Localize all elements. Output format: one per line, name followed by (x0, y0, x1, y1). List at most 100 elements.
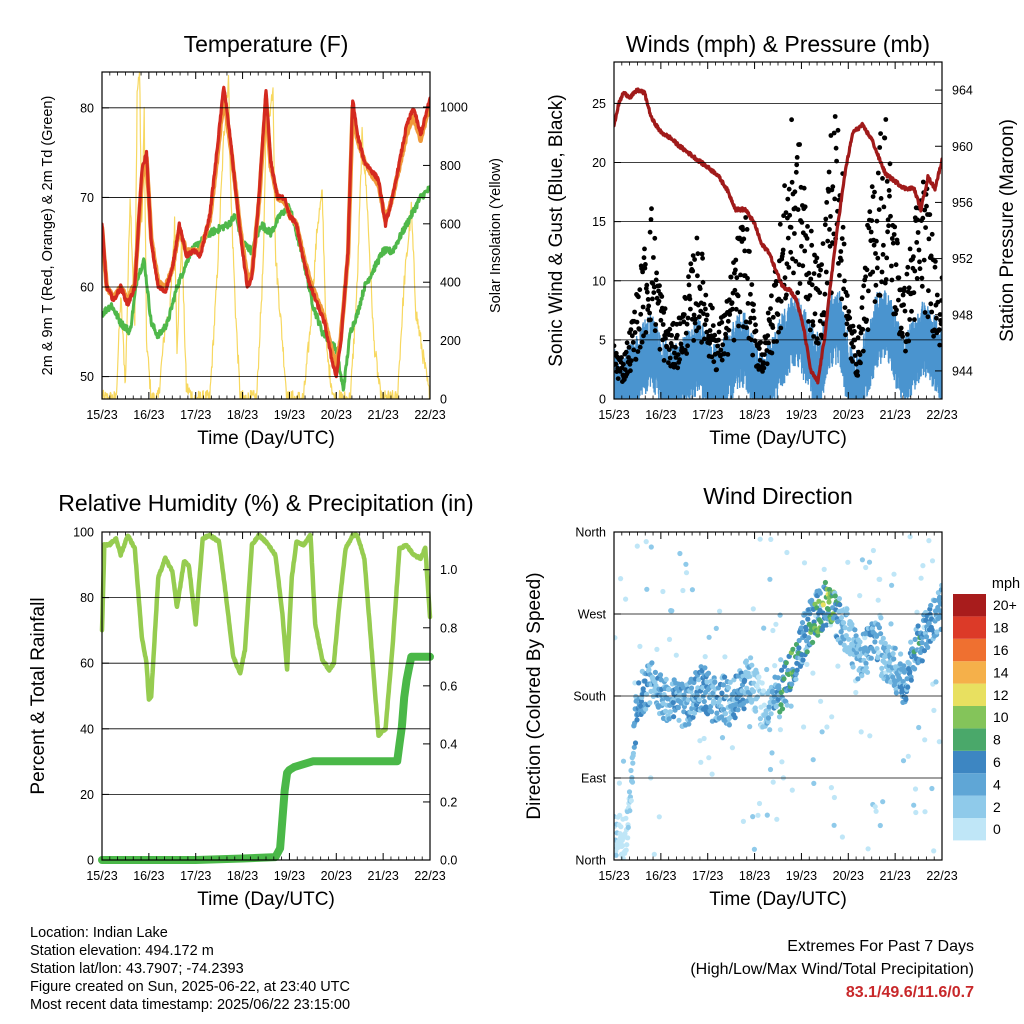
gust-point (874, 218, 880, 224)
gust-point (804, 236, 810, 241)
gust-point (694, 235, 700, 241)
winds-title: Winds (mph) & Pressure (mb) (626, 31, 930, 57)
gust-point (643, 262, 648, 267)
direction-point (726, 722, 733, 728)
direction-xtick-label: 16/23 (645, 869, 676, 883)
gust-point (686, 282, 692, 288)
gust-point (920, 179, 926, 185)
direction-xtick-label: 19/23 (786, 869, 817, 883)
direction-point (784, 549, 790, 556)
direction-point (908, 639, 914, 645)
gust-point (667, 326, 673, 332)
gust-point (699, 251, 705, 257)
gust-point (912, 317, 917, 322)
direction-point (770, 627, 776, 634)
gust-point (644, 282, 650, 288)
direction-point (912, 636, 918, 643)
gust-point (785, 196, 791, 202)
direction-point (624, 842, 630, 848)
gust-point (858, 360, 863, 366)
gust-point (882, 280, 888, 286)
direction-point (636, 680, 642, 686)
gust-point (687, 296, 693, 302)
gust-point (850, 359, 855, 364)
direction-point (663, 708, 669, 714)
gust-point (709, 354, 715, 360)
gust-point (635, 349, 641, 354)
temperature-ylabel-left: 2m & 9m T (Red, Orange) & 2m Td (Green) (40, 96, 56, 376)
direction-point (631, 744, 637, 750)
temperature-xtick-label: 17/23 (180, 408, 211, 422)
direction-point (918, 575, 924, 581)
gust-point (641, 255, 647, 261)
gust-point (733, 257, 739, 263)
gust-point (877, 293, 883, 298)
direction-point (915, 623, 921, 629)
direction-point (774, 816, 780, 822)
speed-legend-swatch (953, 616, 986, 639)
gust-point (811, 271, 817, 276)
direction-point (798, 625, 804, 631)
gust-point (808, 276, 814, 282)
direction-point (683, 570, 690, 576)
direction-panel: Wind DirectionNorthEastSouthWestNorth15/… (524, 483, 1020, 910)
humidity-xtick-label: 18/23 (227, 869, 258, 883)
gust-point (710, 323, 716, 328)
gust-point (651, 290, 657, 295)
direction-point (638, 703, 644, 709)
speed-legend-swatch (953, 594, 986, 617)
direction-point (709, 771, 715, 777)
gust-point (703, 306, 708, 312)
gust-point (830, 184, 836, 190)
gust-point (904, 271, 910, 277)
speed-legend-swatch (953, 638, 986, 662)
direction-point (905, 684, 911, 690)
direction-xtick-label: 21/23 (880, 869, 911, 883)
direction-point (698, 759, 704, 765)
gust-point (854, 369, 860, 374)
gust-point (807, 293, 813, 298)
gust-point (696, 314, 702, 320)
direction-point (638, 698, 645, 705)
gust-point (765, 310, 771, 316)
gust-point (815, 336, 820, 341)
gust-point (871, 242, 877, 248)
gust-point (901, 302, 906, 308)
gust-point (643, 330, 649, 335)
gust-point (632, 309, 637, 315)
recent-timestamp: Most recent data timestamp: 2025/06/22 2… (30, 997, 351, 1013)
direction-point (796, 645, 802, 651)
humidity-ytick-left-label: 60 (80, 657, 94, 671)
direction-point (735, 707, 741, 713)
gust-point (704, 312, 710, 318)
direction-point (846, 636, 852, 642)
gust-point (873, 282, 879, 288)
direction-point (877, 822, 883, 829)
gust-point (795, 207, 801, 213)
gust-point (685, 315, 691, 321)
direction-point (857, 593, 863, 599)
direction-point (649, 660, 655, 666)
humidity-xlabel: Time (Day/UTC) (197, 889, 335, 910)
direction-point (890, 651, 896, 657)
gust-point (795, 290, 801, 296)
direction-point (677, 550, 683, 557)
direction-point (717, 696, 723, 703)
gust-point (928, 301, 934, 307)
gust-point (911, 254, 916, 260)
gust-point (693, 316, 698, 322)
direction-point (741, 706, 747, 712)
direction-point (618, 576, 624, 582)
gust-point (648, 317, 653, 323)
direction-point (630, 750, 637, 756)
humidity-ylabel-left: Percent & Total Rainfall (28, 597, 49, 794)
gust-point (914, 240, 920, 245)
gust-point (765, 333, 771, 338)
direction-point (850, 664, 856, 670)
gust-point (792, 231, 797, 236)
gust-point (867, 209, 873, 215)
direction-xtick-label: 20/23 (833, 869, 864, 883)
winds-ylabel-right: Station Pressure (Maroon) (997, 119, 1018, 342)
direction-point (700, 685, 706, 691)
gust-point (768, 306, 773, 311)
